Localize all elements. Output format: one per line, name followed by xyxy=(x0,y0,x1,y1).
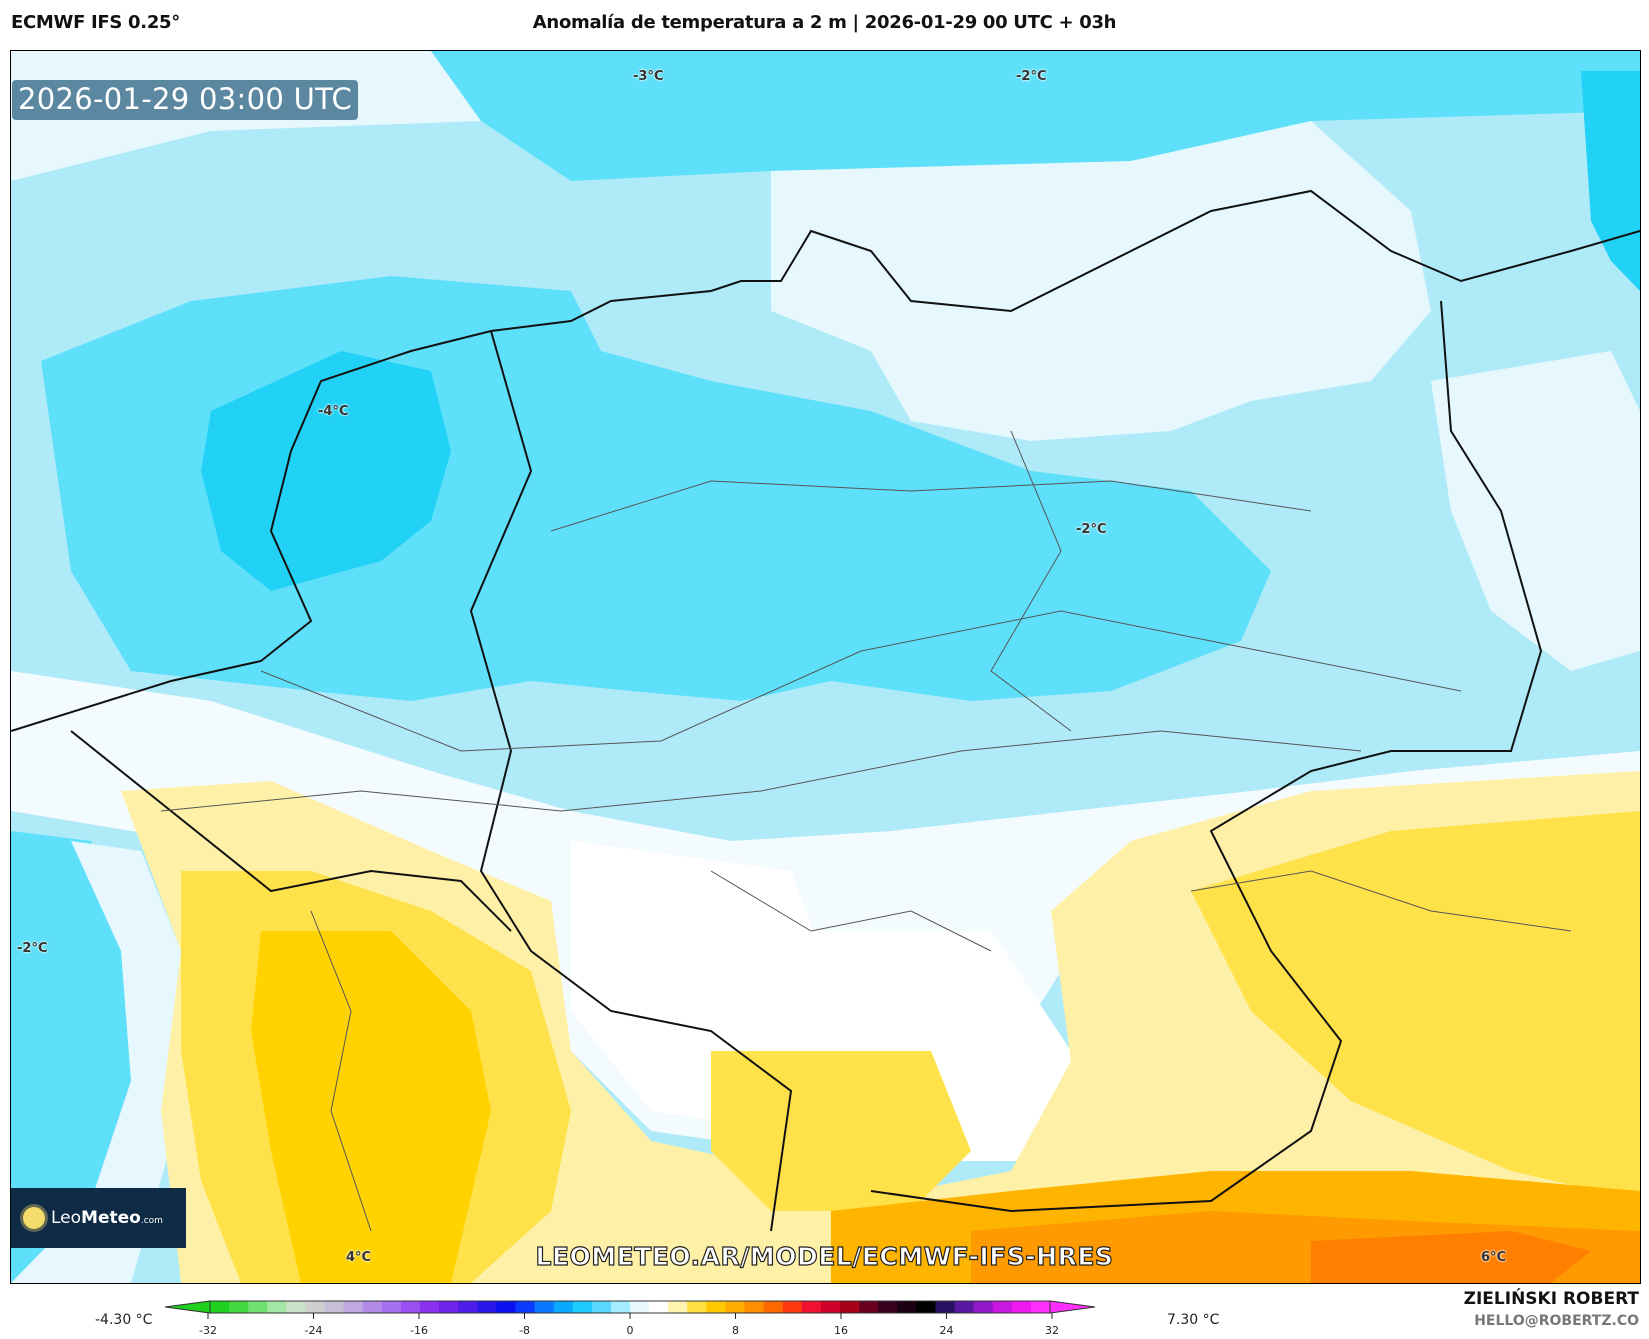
contour-label: 4°C xyxy=(346,1250,372,1265)
anomaly-fill-layer xyxy=(11,51,1640,1283)
colorbar-tick-label: -32 xyxy=(199,1324,217,1337)
colorbar-tick-label: 0 xyxy=(626,1324,634,1337)
colorbar-min-label: -4.30 °C xyxy=(95,1312,153,1328)
contour-label: -4°C xyxy=(318,404,349,419)
chart-title: Anomalía de temperatura a 2 m | 2026-01-… xyxy=(532,12,1117,33)
sun-icon xyxy=(23,1207,45,1229)
colorbar-tick-label: 8 xyxy=(732,1324,739,1337)
source-watermark: LEOMETEO.AR/MODEL/ECMWF-IFS-HRES xyxy=(535,1241,1114,1271)
leometeo-logo[interactable]: LeoMeteo.com xyxy=(11,1188,186,1248)
colorbar-tick-label: 24 xyxy=(939,1324,954,1337)
colorbar-tick-label: -24 xyxy=(304,1324,323,1337)
valid-time-badge: 2026-01-29 03:00 UTC xyxy=(12,80,359,120)
contour-label: 6°C xyxy=(1481,1250,1507,1265)
temperature-anomaly-map[interactable]: 2026-01-29 03:00 UTC -3°C -2°C -4°C -2°C… xyxy=(10,50,1641,1284)
contour-label: -2°C xyxy=(1016,69,1047,84)
colorbar-tick-label: -16 xyxy=(410,1324,428,1337)
colorbar xyxy=(164,1300,1096,1319)
colorbar-max-label: 7.30 °C xyxy=(1167,1312,1220,1328)
logo-text: LeoMeteo.com xyxy=(51,1208,163,1228)
model-name: ECMWF IFS 0.25° xyxy=(11,12,180,33)
contour-label: -2°C xyxy=(17,941,48,956)
contour-label: -2°C xyxy=(1076,522,1107,537)
colorbar-tick-label: -8 xyxy=(519,1324,530,1337)
author-name: ZIELIŃSKI ROBERT xyxy=(1463,1289,1639,1309)
contour-label: -3°C xyxy=(633,69,664,84)
colorbar-tick-label: 32 xyxy=(1045,1324,1059,1337)
author-email[interactable]: HELLO@ROBERTZ.CO xyxy=(1474,1313,1639,1329)
colorbar-tick-label: 16 xyxy=(834,1324,848,1337)
